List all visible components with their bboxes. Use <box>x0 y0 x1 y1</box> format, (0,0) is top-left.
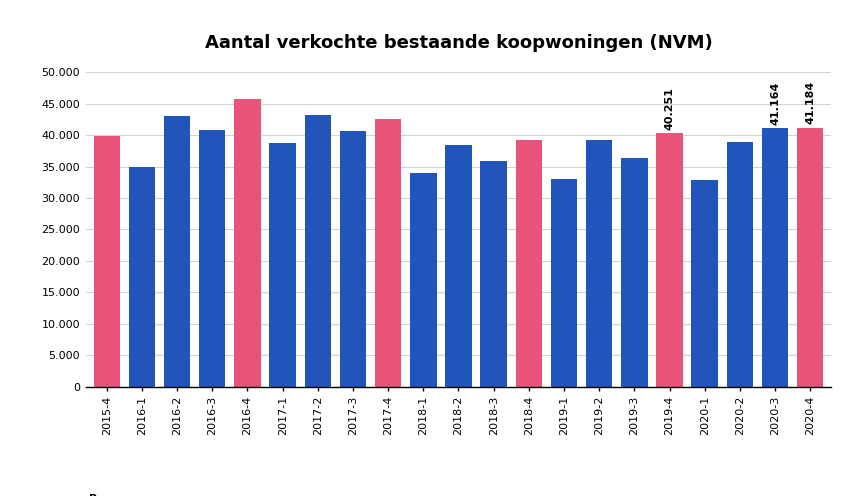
Bar <box>762 128 788 387</box>
Bar <box>586 140 613 387</box>
Text: 41.164: 41.164 <box>770 81 780 124</box>
Bar <box>516 140 542 387</box>
Text: 41.184: 41.184 <box>806 81 815 124</box>
Bar <box>164 116 190 387</box>
Bar <box>93 136 120 387</box>
Text: 40.251: 40.251 <box>664 87 674 130</box>
Bar <box>411 173 436 387</box>
Bar <box>339 130 366 387</box>
Bar <box>446 144 471 387</box>
Bar <box>481 161 506 387</box>
Bar <box>375 119 401 387</box>
Bar <box>797 127 824 387</box>
Bar <box>234 99 261 387</box>
Bar <box>129 167 155 387</box>
Bar <box>692 180 718 387</box>
Bar <box>304 115 331 387</box>
Text: Bron:
NVM / brainbay: Bron: NVM / brainbay <box>89 494 185 496</box>
Bar <box>727 142 753 387</box>
Bar <box>199 130 225 387</box>
Bar <box>621 158 648 387</box>
Bar <box>551 179 578 387</box>
Bar <box>656 133 683 387</box>
Title: Aantal verkochte bestaande koopwoningen (NVM): Aantal verkochte bestaande koopwoningen … <box>205 34 712 53</box>
Bar <box>269 143 296 387</box>
